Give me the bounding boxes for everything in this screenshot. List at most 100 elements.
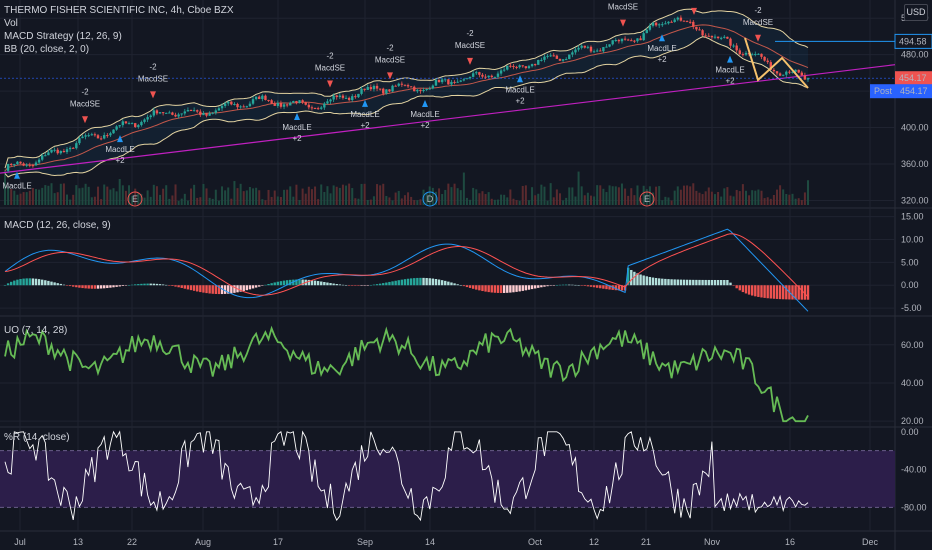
volume-bar: [233, 181, 236, 205]
volume-bar: [205, 188, 208, 205]
candle-body: [406, 85, 410, 87]
candle-body: [760, 53, 763, 57]
macd-histogram-bar: [16, 279, 19, 286]
macd-histogram-bar: [509, 285, 512, 293]
candle-body: [109, 133, 112, 136]
price-tick-label: 360.00: [901, 159, 929, 169]
macd-histogram-bar: [760, 285, 763, 298]
volume-bar: [183, 193, 186, 205]
trend-line: [0, 64, 896, 174]
macd-histogram-bar: [168, 285, 171, 286]
candle-body: [171, 112, 174, 115]
candle-body: [177, 114, 180, 117]
macd-histogram-bar: [202, 285, 205, 293]
macd-histogram-bar: [326, 282, 329, 286]
macd-histogram-bar: [701, 279, 704, 286]
macd-histogram-bar: [205, 285, 208, 294]
macd-histogram-bar: [137, 284, 140, 286]
volume-bar: [261, 199, 264, 205]
volume-bar: [509, 189, 512, 205]
macd-histogram-bar: [199, 285, 202, 293]
candle-body: [571, 52, 574, 55]
signal-qty: +2: [292, 134, 302, 143]
signal-label: MacdSE: [138, 74, 168, 83]
candle-body: [450, 81, 453, 85]
macd-histogram-bar: [726, 280, 729, 286]
macd-histogram-bar: [347, 285, 351, 286]
macd-strategy-label: MACD Strategy (12, 26, 9): [4, 31, 122, 42]
volume-bar: [236, 188, 239, 205]
volume-bar: [568, 187, 571, 205]
candle-body: [375, 85, 379, 89]
candle-body: [289, 102, 292, 106]
candle-body: [174, 114, 177, 117]
volume-bar: [465, 197, 468, 205]
macd-histogram-bar: [254, 285, 258, 288]
volume-bar: [608, 185, 611, 205]
macd-histogram-bar: [143, 283, 146, 286]
macd-legend: MACD (12, 26, close, 9): [4, 220, 111, 231]
candle-body: [84, 135, 87, 137]
volume-bar: [407, 192, 410, 205]
macd-histogram-bar: [741, 285, 745, 293]
volume-bar: [112, 188, 115, 205]
candle-body: [493, 76, 497, 78]
candle-body: [403, 84, 407, 86]
macd-histogram-bar: [450, 282, 453, 286]
macd-histogram-bar: [10, 281, 13, 286]
candle-body: [93, 134, 97, 136]
macd-histogram-bar: [791, 285, 794, 300]
volume-bar: [267, 189, 270, 205]
candle-body: [726, 36, 729, 39]
macd-histogram-bar: [571, 284, 574, 286]
signal-label: MacdLE: [410, 110, 439, 119]
macd-histogram-bar: [267, 284, 270, 286]
candle-body: [332, 95, 335, 100]
volume-bar: [72, 194, 75, 205]
candle-body: [155, 110, 159, 114]
candle-body: [270, 100, 273, 104]
volume-bar: [741, 184, 744, 205]
macd-histogram-bar: [732, 285, 735, 286]
candle-body: [626, 39, 630, 41]
macd-histogram-bar: [719, 279, 723, 286]
candle-body: [323, 103, 326, 108]
volume-bar: [320, 184, 323, 205]
macd-histogram-bar: [388, 281, 391, 286]
macd-histogram-bar: [354, 285, 357, 286]
candle-body: [530, 64, 534, 67]
volume-bar: [459, 190, 462, 205]
signal-qty: -2: [466, 29, 474, 38]
macd-histogram-bar: [109, 285, 112, 288]
volume-bar: [738, 191, 741, 205]
volume-bar: [769, 198, 772, 205]
currency-button[interactable]: USD: [904, 4, 928, 21]
volume-bar: [543, 186, 546, 205]
macd-histogram-bar: [214, 285, 218, 294]
candle-body: [605, 46, 608, 48]
volume-bar: [224, 190, 227, 205]
candle-body: [81, 136, 84, 139]
macd-histogram-bar: [453, 283, 456, 286]
wr-tick-label: 0.00: [901, 427, 919, 437]
volume-bar: [679, 189, 682, 205]
candle-body: [543, 56, 546, 60]
macd-histogram-bar: [406, 278, 410, 286]
candle-body: [121, 121, 125, 126]
volume-bar: [134, 188, 137, 205]
candle-body: [502, 69, 506, 71]
macd-histogram-bar: [716, 279, 720, 286]
signal-qty: +2: [725, 77, 735, 86]
macd-histogram-bar: [152, 283, 156, 286]
time-axis-label: Aug: [195, 537, 211, 547]
candle-body: [670, 21, 673, 23]
volume-bar: [131, 196, 134, 205]
volume-bar: [394, 192, 397, 205]
candle-body: [338, 95, 342, 98]
candle-body: [208, 113, 211, 116]
volume-bar: [760, 190, 763, 205]
signal-qty: -2: [326, 51, 334, 60]
candle-body: [716, 36, 720, 39]
